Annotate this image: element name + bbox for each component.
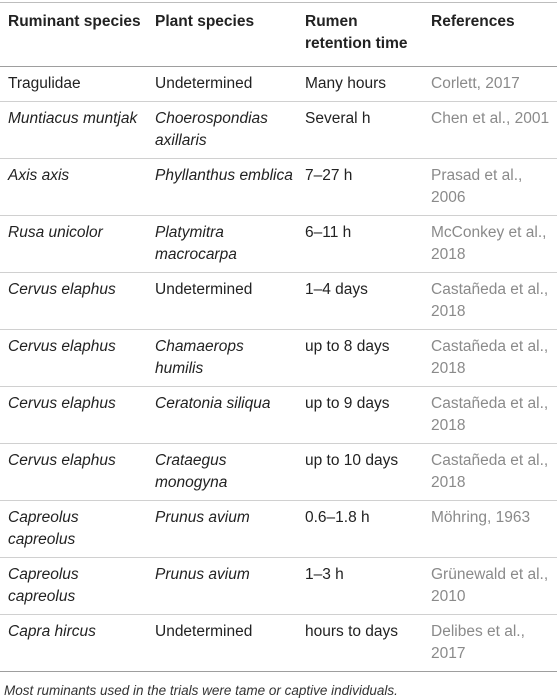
cell-ruminant-species: Muntiacus muntjak [8, 110, 138, 127]
table-footnote: Most ruminants used in the trials were t… [4, 683, 398, 698]
table-row: Capreolus capreolus Prunus avium 0.6–1.8 h… [0, 501, 557, 558]
table-row: Axis axis Phyllanthus emblica 7–27 h Prasad… [0, 159, 557, 216]
cell-ruminant-species: Tragulidae [8, 75, 81, 92]
table-row: Muntiacus muntjak Choerospondias axillari… [0, 102, 557, 159]
cell-plant-species: Chamaerops humilis [155, 338, 244, 377]
cell-reference: Grünewald et al., 2010 [431, 566, 549, 605]
cell-ruminant-species: Cervus elaphus [8, 281, 116, 298]
header-rumen-retention-time: Rumen retention time [305, 13, 408, 52]
cell-plant-species: Choerospondias axillaris [155, 110, 268, 149]
cell-reference: Castañeda et al., 2018 [431, 452, 549, 491]
cell-plant-species: Platymitra macrocarpa [155, 224, 237, 263]
cell-plant-species: Undetermined [155, 75, 253, 92]
table-header-row: Ruminant species Plant species Rumen ret… [0, 2, 557, 67]
cell-rumen-retention-time: 1–3 h [305, 566, 344, 583]
table-row: Cervus elaphus Chamaerops humilis up to 8 … [0, 330, 557, 387]
header-references: References [431, 13, 515, 30]
cell-ruminant-species: Capreolus capreolus [8, 509, 79, 548]
cell-reference: Prasad et al., 2006 [431, 167, 523, 206]
cell-plant-species: Ceratonia siliqua [155, 395, 271, 412]
cell-rumen-retention-time: Several h [305, 110, 371, 127]
table-row: Tragulidae Undetermined Many hours Corlett,… [0, 67, 557, 102]
table-row: Cervus elaphus Ceratonia siliqua up to 9 d… [0, 387, 557, 444]
cell-rumen-retention-time: up to 9 days [305, 395, 390, 412]
table-row: Cervus elaphus Undetermined 1–4 days Castañ… [0, 273, 557, 330]
table-row: Capreolus capreolus Prunus avium 1–3 h Grün… [0, 558, 557, 615]
cell-plant-species: Prunus avium [155, 509, 250, 526]
table-row: Cervus elaphus Crataegus monogyna up to 10… [0, 444, 557, 501]
table-row: Capra hircus Undetermined hours to days Del… [0, 615, 557, 672]
cell-rumen-retention-time: hours to days [305, 623, 399, 640]
cell-rumen-retention-time: up to 10 days [305, 452, 399, 469]
cell-reference: Möhring, 1963 [431, 509, 531, 526]
cell-rumen-retention-time: 7–27 h [305, 167, 353, 184]
cell-plant-species: Crataegus monogyna [155, 452, 228, 491]
cell-ruminant-species: Cervus elaphus [8, 452, 116, 469]
cell-ruminant-species: Capreolus capreolus [8, 566, 79, 605]
table-body: Tragulidae Undetermined Many hours Corlett,… [0, 67, 557, 672]
header-plant-species: Plant species [155, 13, 255, 30]
cell-reference: Corlett, 2017 [431, 75, 520, 92]
cell-plant-species: Undetermined [155, 623, 253, 640]
cell-rumen-retention-time: 0.6–1.8 h [305, 509, 370, 526]
cell-plant-species: Phyllanthus emblica [155, 167, 293, 184]
cell-rumen-retention-time: Many hours [305, 75, 386, 92]
cell-reference: Castañeda et al., 2018 [431, 338, 549, 377]
cell-ruminant-species: Capra hircus [8, 623, 96, 640]
cell-reference: Castañeda et al., 2018 [431, 395, 549, 434]
cell-reference: Castañeda et al., 2018 [431, 281, 549, 320]
cell-rumen-retention-time: 6–11 h [305, 224, 352, 241]
cell-ruminant-species: Cervus elaphus [8, 395, 116, 412]
header-ruminant-species: Ruminant species [8, 13, 141, 30]
cell-rumen-retention-time: up to 8 days [305, 338, 390, 355]
cell-plant-species: Prunus avium [155, 566, 250, 583]
cell-ruminant-species: Cervus elaphus [8, 338, 116, 355]
table-row: Rusa unicolor Platymitra macrocarpa 6–11 h… [0, 216, 557, 273]
retention-table: Ruminant species Plant species Rumen ret… [0, 2, 557, 672]
cell-ruminant-species: Rusa unicolor [8, 224, 103, 241]
cell-plant-species: Undetermined [155, 281, 253, 298]
cell-reference: Chen et al., 2001 [431, 110, 550, 127]
cell-rumen-retention-time: 1–4 days [305, 281, 368, 298]
cell-reference: McConkey et al., 2018 [431, 224, 547, 263]
cell-reference: Delibes et al., 2017 [431, 623, 525, 662]
cell-ruminant-species: Axis axis [8, 167, 70, 184]
